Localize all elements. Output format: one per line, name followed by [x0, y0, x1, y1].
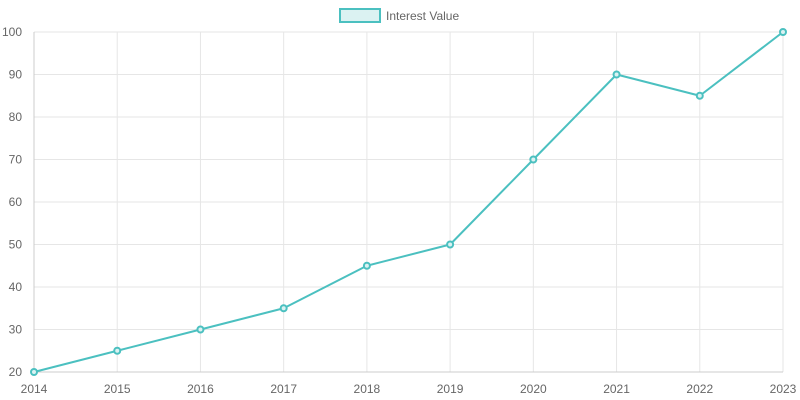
legend-label[interactable]: Interest Value	[386, 9, 459, 23]
legend[interactable]: Interest Value	[339, 8, 459, 23]
x-tick-label: 2017	[270, 382, 297, 396]
data-point[interactable]	[612, 70, 621, 79]
data-point[interactable]	[529, 155, 538, 164]
grid	[33, 31, 784, 373]
x-tick-label: 2023	[770, 382, 797, 396]
data-point[interactable]	[30, 368, 38, 376]
data-point[interactable]	[779, 28, 787, 36]
x-tick-label: 2021	[603, 382, 630, 396]
x-tick-label: 2018	[354, 382, 381, 396]
y-tick-label: 40	[9, 280, 23, 294]
y-tick-label: 70	[9, 153, 23, 167]
series-interest-value	[30, 28, 787, 376]
y-tick-label: 90	[9, 68, 23, 82]
x-tick-label: 2014	[21, 382, 48, 396]
y-tick-label: 100	[2, 25, 22, 39]
x-tick-label: 2022	[686, 382, 713, 396]
series-line	[33, 31, 784, 373]
data-point[interactable]	[113, 346, 122, 355]
y-tick-label: 20	[9, 365, 23, 379]
data-point[interactable]	[446, 240, 455, 249]
data-point[interactable]	[362, 261, 371, 270]
x-tick-label: 2016	[187, 382, 214, 396]
y-tick-label: 30	[9, 323, 23, 337]
y-tick-label: 60	[9, 195, 23, 209]
data-point[interactable]	[196, 325, 205, 334]
y-tick-label: 50	[9, 238, 23, 252]
y-tick-label: 80	[9, 110, 23, 124]
y-axis-ticks: 100 90 80 70 60 50 40 30 20	[2, 25, 22, 379]
x-axis-ticks: 2014 2015 2016 2017 2018 2019 2020 2021 2022 2023	[21, 382, 797, 396]
legend-swatch[interactable]	[339, 8, 381, 23]
data-point[interactable]	[695, 91, 704, 100]
x-tick-label: 2019	[437, 382, 464, 396]
x-tick-label: 2020	[520, 382, 547, 396]
x-tick-label: 2015	[104, 382, 131, 396]
data-point[interactable]	[279, 304, 288, 313]
axes	[33, 32, 783, 373]
